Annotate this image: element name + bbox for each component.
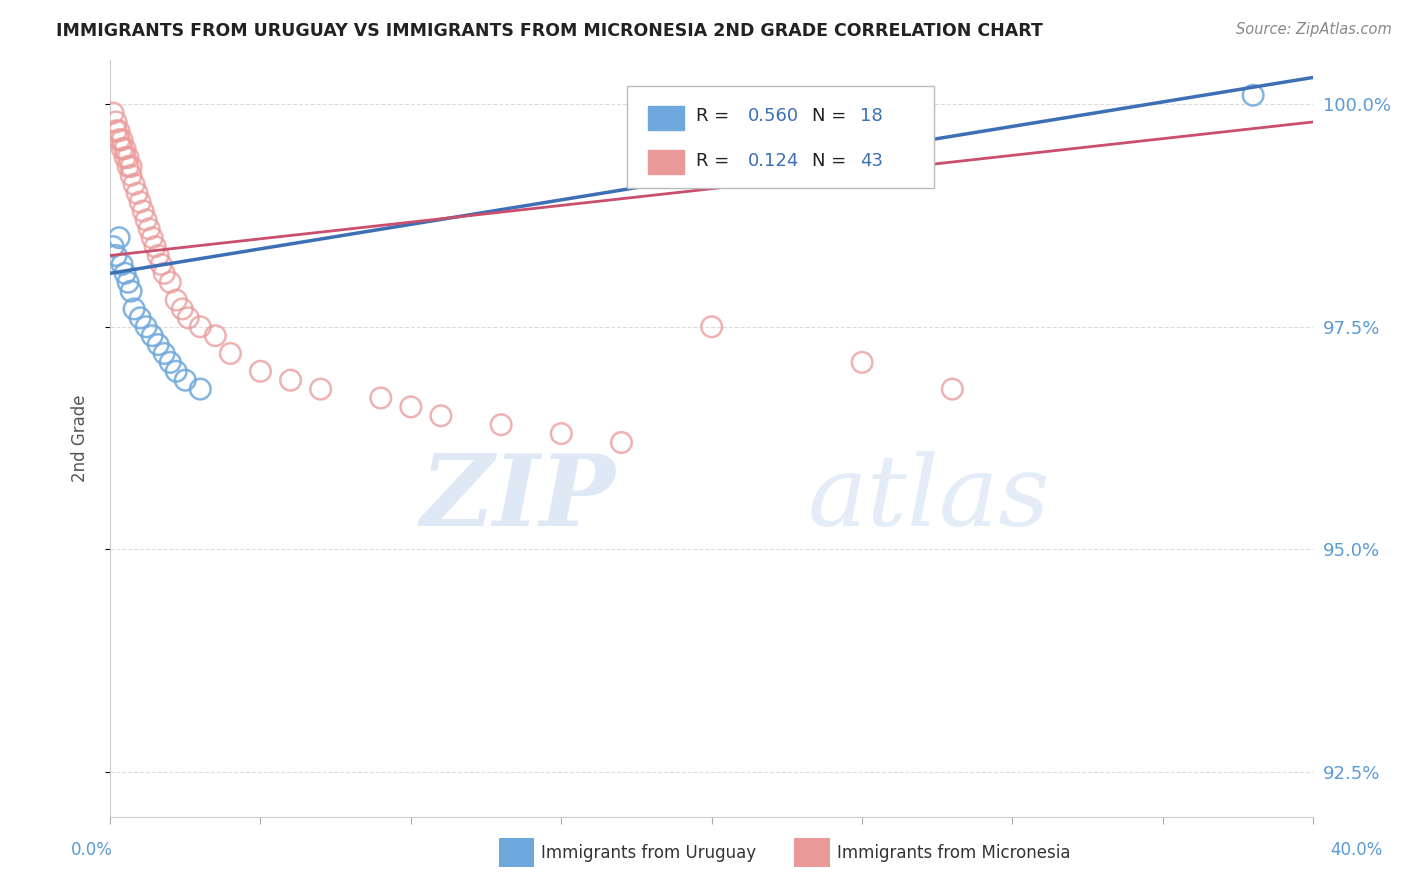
Point [108, 230, 131, 244]
Point [159, 275, 181, 289]
Point [117, 151, 139, 165]
FancyBboxPatch shape [648, 106, 683, 130]
Point [132, 204, 155, 219]
Text: ZIP: ZIP [420, 450, 616, 547]
Text: 18: 18 [859, 107, 883, 126]
Point [114, 142, 136, 156]
Point [174, 373, 197, 387]
Point [101, 239, 124, 253]
Point [1241, 88, 1264, 103]
Point [700, 319, 723, 334]
Point [114, 266, 136, 280]
Point [143, 239, 166, 253]
Text: R =: R = [696, 107, 735, 126]
Point [138, 221, 160, 235]
Point [122, 301, 145, 316]
Point [129, 310, 152, 325]
Point [370, 391, 392, 405]
Point [105, 124, 128, 138]
Point [111, 142, 134, 156]
Point [399, 400, 422, 414]
Point [280, 373, 302, 387]
Point [101, 106, 124, 120]
Text: N =: N = [811, 107, 852, 126]
Point [105, 115, 128, 129]
Point [550, 426, 572, 441]
Text: 0.0%: 0.0% [70, 841, 112, 859]
Point [249, 364, 271, 378]
Point [117, 160, 139, 174]
Point [127, 186, 149, 201]
Point [204, 328, 226, 343]
Point [148, 337, 170, 351]
FancyBboxPatch shape [627, 87, 934, 188]
Text: N =: N = [811, 152, 852, 169]
Text: IMMIGRANTS FROM URUGUAY VS IMMIGRANTS FROM MICRONESIA 2ND GRADE CORRELATION CHAR: IMMIGRANTS FROM URUGUAY VS IMMIGRANTS FR… [56, 22, 1043, 40]
Point [141, 230, 163, 244]
Text: 43: 43 [859, 152, 883, 169]
Text: Immigrants from Uruguay: Immigrants from Uruguay [541, 844, 756, 862]
Point [111, 133, 134, 147]
Point [129, 195, 152, 210]
Point [148, 248, 170, 262]
Point [165, 364, 187, 378]
Point [941, 382, 963, 396]
Y-axis label: 2nd Grade: 2nd Grade [72, 394, 89, 482]
Point [141, 328, 163, 343]
Point [114, 151, 136, 165]
FancyBboxPatch shape [648, 150, 683, 175]
Point [489, 417, 512, 432]
Point [117, 275, 139, 289]
Point [188, 382, 211, 396]
Point [188, 319, 211, 334]
Point [135, 319, 157, 334]
Point [122, 178, 145, 192]
Point [108, 124, 131, 138]
Text: R =: R = [696, 152, 735, 169]
Point [165, 293, 187, 307]
Point [851, 355, 873, 369]
Text: atlas: atlas [808, 451, 1050, 546]
Point [120, 160, 142, 174]
Text: Immigrants from Micronesia: Immigrants from Micronesia [837, 844, 1070, 862]
Point [219, 346, 242, 360]
Point [610, 435, 633, 450]
Point [309, 382, 332, 396]
Text: 40.0%: 40.0% [1330, 841, 1384, 859]
Point [177, 310, 200, 325]
Point [120, 284, 142, 298]
Text: Source: ZipAtlas.com: Source: ZipAtlas.com [1236, 22, 1392, 37]
Point [172, 301, 194, 316]
Point [111, 257, 134, 271]
Point [153, 266, 176, 280]
Point [159, 355, 181, 369]
Text: 0.124: 0.124 [748, 152, 799, 169]
Point [120, 169, 142, 183]
Point [105, 248, 128, 262]
Text: 0.560: 0.560 [748, 107, 799, 126]
Point [108, 133, 131, 147]
Point [430, 409, 453, 423]
Point [150, 257, 173, 271]
Point [135, 213, 157, 227]
Point [153, 346, 176, 360]
